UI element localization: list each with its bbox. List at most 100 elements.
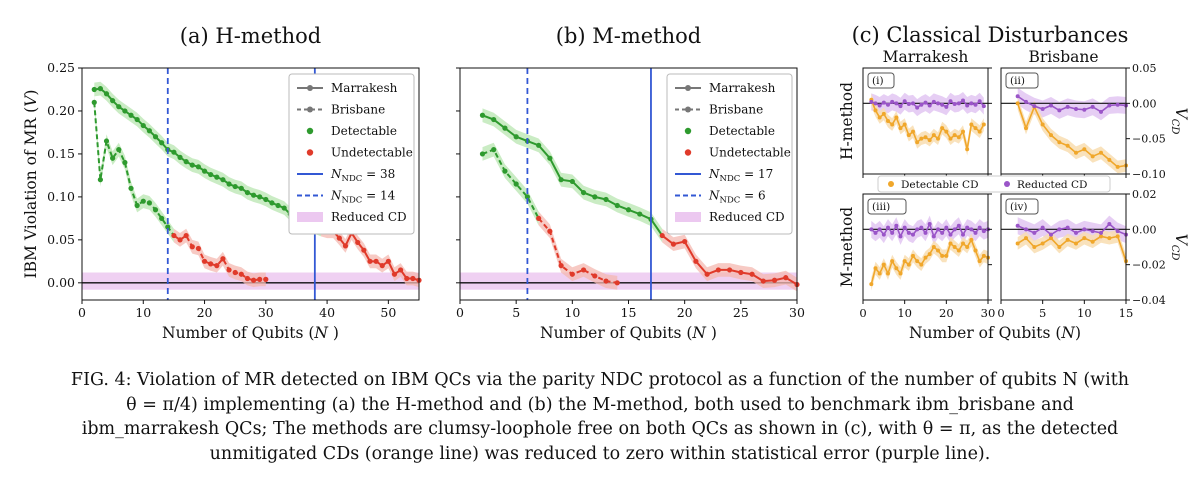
- panel-c-legend-detectable-label: Detectable CD: [901, 179, 979, 191]
- panel-a-brisbane-point: [171, 232, 177, 239]
- panel-a-brisbane-point: [122, 159, 128, 166]
- panel-a-brisbane-point: [257, 276, 263, 282]
- panel-a-marrakesh-undetectable-band: [321, 222, 419, 288]
- panel-c-title: (c) Classical Disturbances: [852, 23, 1129, 47]
- panel-a-marrakesh-detectable-band: [94, 81, 321, 237]
- panel-c-iii-reduced-point: [940, 230, 945, 235]
- panel-a-brisbane-point: [165, 224, 171, 230]
- panel-b-marrakesh-point: [491, 116, 497, 123]
- panel-c-ii-reduced-point: [1107, 103, 1112, 108]
- panel-c-iii-plot: [863, 215, 990, 291]
- panel-a-marrakesh-point: [134, 116, 140, 123]
- panel-c-iii-reduced-point: [923, 230, 928, 235]
- panel-a-marrakesh-point: [257, 194, 263, 200]
- panel-a-legend-marrakesh-marker: [307, 85, 313, 91]
- panel-c-iv-reduced-point: [1065, 225, 1070, 230]
- panel-c-iii-reduced-point: [906, 230, 911, 235]
- panel-c-i-reduced-point: [927, 103, 932, 108]
- panel-a-marrakesh-point: [201, 168, 208, 174]
- panel-b-xtick-label: 10: [564, 305, 580, 320]
- panel-c-i-detectable-point: [911, 129, 915, 134]
- panel-b-brisbane-point: [580, 267, 587, 273]
- panel-c-iii-detectable-point: [873, 266, 878, 271]
- panel-a-brisbane-point: [103, 138, 110, 144]
- panel-b-marrakesh-point: [502, 125, 508, 131]
- panel-c-i-id-label: (i): [872, 75, 884, 87]
- panel-c-ii-detectable-point: [1082, 147, 1087, 152]
- panel-c-iii-reduced-point: [965, 225, 970, 230]
- panel-a-marrakesh-point: [195, 164, 202, 170]
- figure-canvas: 0 10 20 30 40 500.000.050.100.150.200.25Marra…: [22, 23, 1190, 342]
- panel-c-i-reduced-point: [952, 102, 957, 107]
- panel-c-iii-detectable-point: [898, 271, 903, 276]
- panel-c-i-detectable-band: [871, 93, 984, 156]
- panel-c-iii-detectable-point: [915, 259, 920, 264]
- panel-b-brisbane-point: [603, 278, 609, 284]
- panel-c-iii-reduced-point: [952, 227, 957, 232]
- panel-b-brisbane-point: [491, 147, 497, 153]
- panel-a-brisbane-point: [159, 215, 165, 221]
- panel-c-ii-reduced-band: [1017, 87, 1126, 121]
- panel-c-iv-id-box: [1005, 198, 1039, 215]
- panel-c-iii-detectable-point: [969, 237, 974, 242]
- panel-c-iii-reduced-point: [894, 223, 899, 228]
- panel-c-iii-reduced-point: [873, 230, 878, 235]
- panel-b-marrakesh-point: [580, 189, 587, 196]
- panel-a-xtick-label: 0: [78, 305, 86, 320]
- panel-c-iii-detectable-point: [936, 248, 940, 253]
- panel-c-i-detectable-point: [890, 122, 895, 127]
- panel-a-brisbane-point: [140, 198, 146, 204]
- panel-b-marrakesh-point: [592, 194, 598, 200]
- panel-c-ii-id-label: (ii): [1010, 75, 1025, 87]
- panel-b-marrakesh-point: [479, 112, 486, 118]
- panel-c-iii-detectable-point: [973, 248, 978, 253]
- panel-c-ii-plot: [1001, 87, 1128, 174]
- panel-c-i-reduced-point: [981, 104, 986, 109]
- panel-b-plot: [460, 68, 800, 300]
- panel-a-marrakesh-point: [220, 177, 226, 183]
- panel-a-brisbane-point: [152, 207, 159, 213]
- panel-c-iv-detectable-point: [1082, 236, 1087, 241]
- panel-c-iv-detectable-point: [1040, 241, 1045, 246]
- panel-c-i-detectable-point: [965, 147, 970, 152]
- panel-c-i-detectable-point: [906, 133, 911, 138]
- panel-c-i-detectable-point: [927, 138, 932, 143]
- panel-c-iii-frame: [862, 193, 989, 301]
- panel-a-marrakesh-point: [177, 154, 183, 160]
- panel-c-i-reduced-point: [936, 101, 940, 106]
- panel-c-iii-detectable-band: [871, 233, 988, 291]
- panel-c-ii-reduced-point: [1065, 104, 1070, 109]
- panel-b-marrakesh-point: [659, 232, 665, 239]
- panel-c-i-detectable-point: [944, 129, 949, 134]
- panel-a-legend-label: Undetectable: [331, 146, 413, 160]
- panel-a-brisbane-point: [146, 200, 152, 206]
- panel-c-i-detectable-point: [973, 126, 978, 131]
- panel-a-brisbane-point: [110, 155, 116, 161]
- panel-c-ii-reduced-point: [1015, 94, 1020, 99]
- panel-a-brisbane-undetectable-line: [173, 234, 266, 282]
- panel-c-iii-reduced-point: [977, 225, 982, 230]
- panel-a-ytick-label: 0.15: [47, 146, 75, 161]
- panel-c-iv-frame: [1000, 193, 1127, 301]
- panel-b-marrakesh-point: [536, 142, 542, 148]
- panel-c-iii-reduced-point: [869, 227, 874, 232]
- panel-c-iii-reduced-point: [911, 232, 915, 237]
- panel-a-marrakesh-point: [373, 258, 379, 264]
- panel-c-i-reduced-point: [877, 103, 882, 108]
- panel-b-legend: Marrakesh Brisbane Detectable Undetectable N…: [666, 73, 793, 235]
- panel-c-iii-detectable-point: [881, 262, 886, 267]
- panel-a-legend-detectable-marker: [306, 127, 314, 135]
- panel-c-ii-reduced-point: [1090, 104, 1095, 109]
- panel-a-legend-undetectable-marker: [306, 149, 314, 156]
- panel-c-iv-ytick-label: 0.00: [1132, 223, 1157, 236]
- panel-a-brisbane-point: [250, 277, 257, 283]
- panel-b-legend-marrakesh-marker: [685, 85, 691, 91]
- panel-a-title: (a) H-method: [180, 24, 321, 48]
- panel-a-brisbane-point: [214, 263, 220, 269]
- panel-c-ii-reduced-point: [1115, 102, 1120, 107]
- panel-b-xtick-label: 20: [677, 305, 693, 320]
- panel-a-brisbane-point: [91, 99, 97, 105]
- panel-c-i-reduced-point: [906, 102, 911, 107]
- panel-b-legend-reduced-swatch: [675, 212, 701, 222]
- panel-a-brisbane-point: [177, 237, 183, 243]
